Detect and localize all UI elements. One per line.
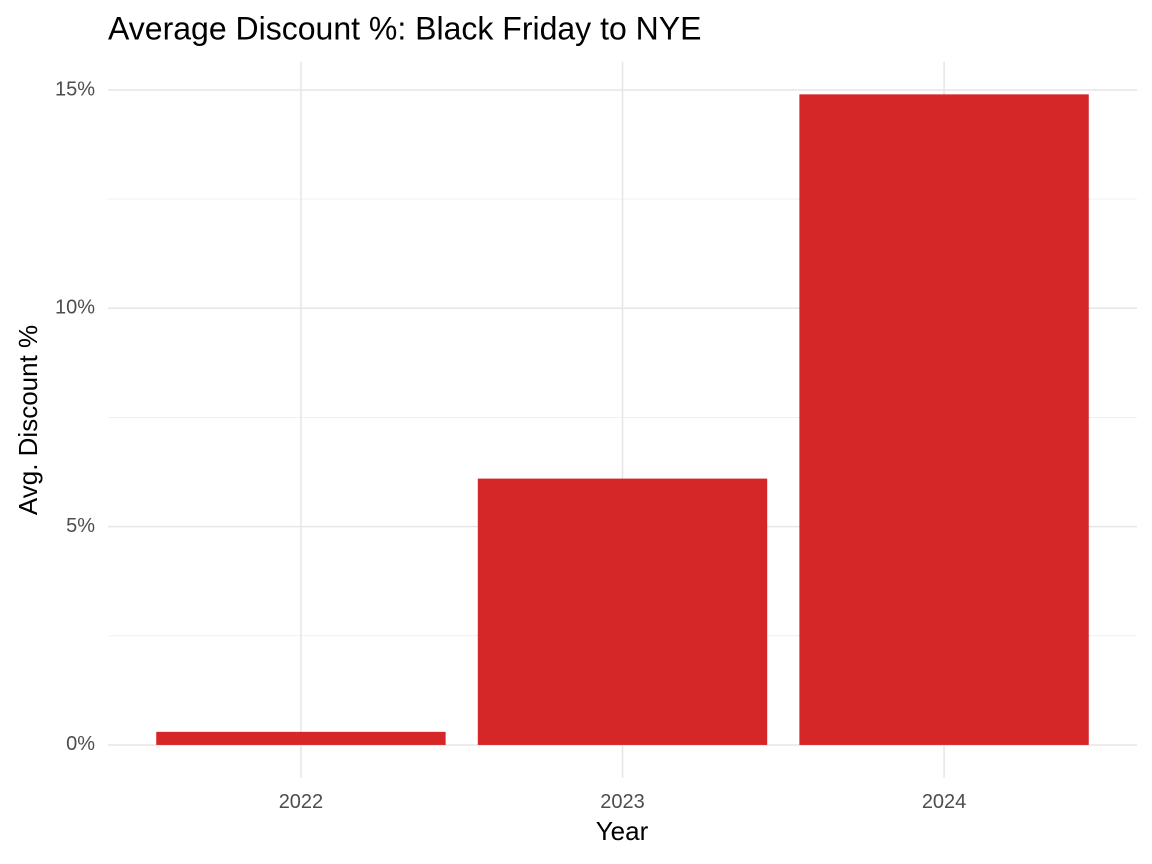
bar: [477, 478, 768, 745]
x-tick-label: 2023: [600, 791, 645, 813]
y-tick-label: 10%: [55, 297, 95, 319]
bar: [156, 731, 446, 745]
chart-title: Average Discount %: Black Friday to NYE: [108, 10, 701, 46]
x-tick-label: 2022: [279, 791, 324, 813]
y-tick-label: 15%: [55, 78, 95, 100]
y-tick-label: 5%: [66, 515, 95, 537]
y-tick-label: 0%: [66, 733, 95, 755]
x-tick-label: 2024: [922, 791, 967, 813]
x-axis-title: Year: [596, 816, 649, 846]
bar: [799, 94, 1089, 745]
y-axis-title: Avg. Discount %: [13, 325, 43, 515]
